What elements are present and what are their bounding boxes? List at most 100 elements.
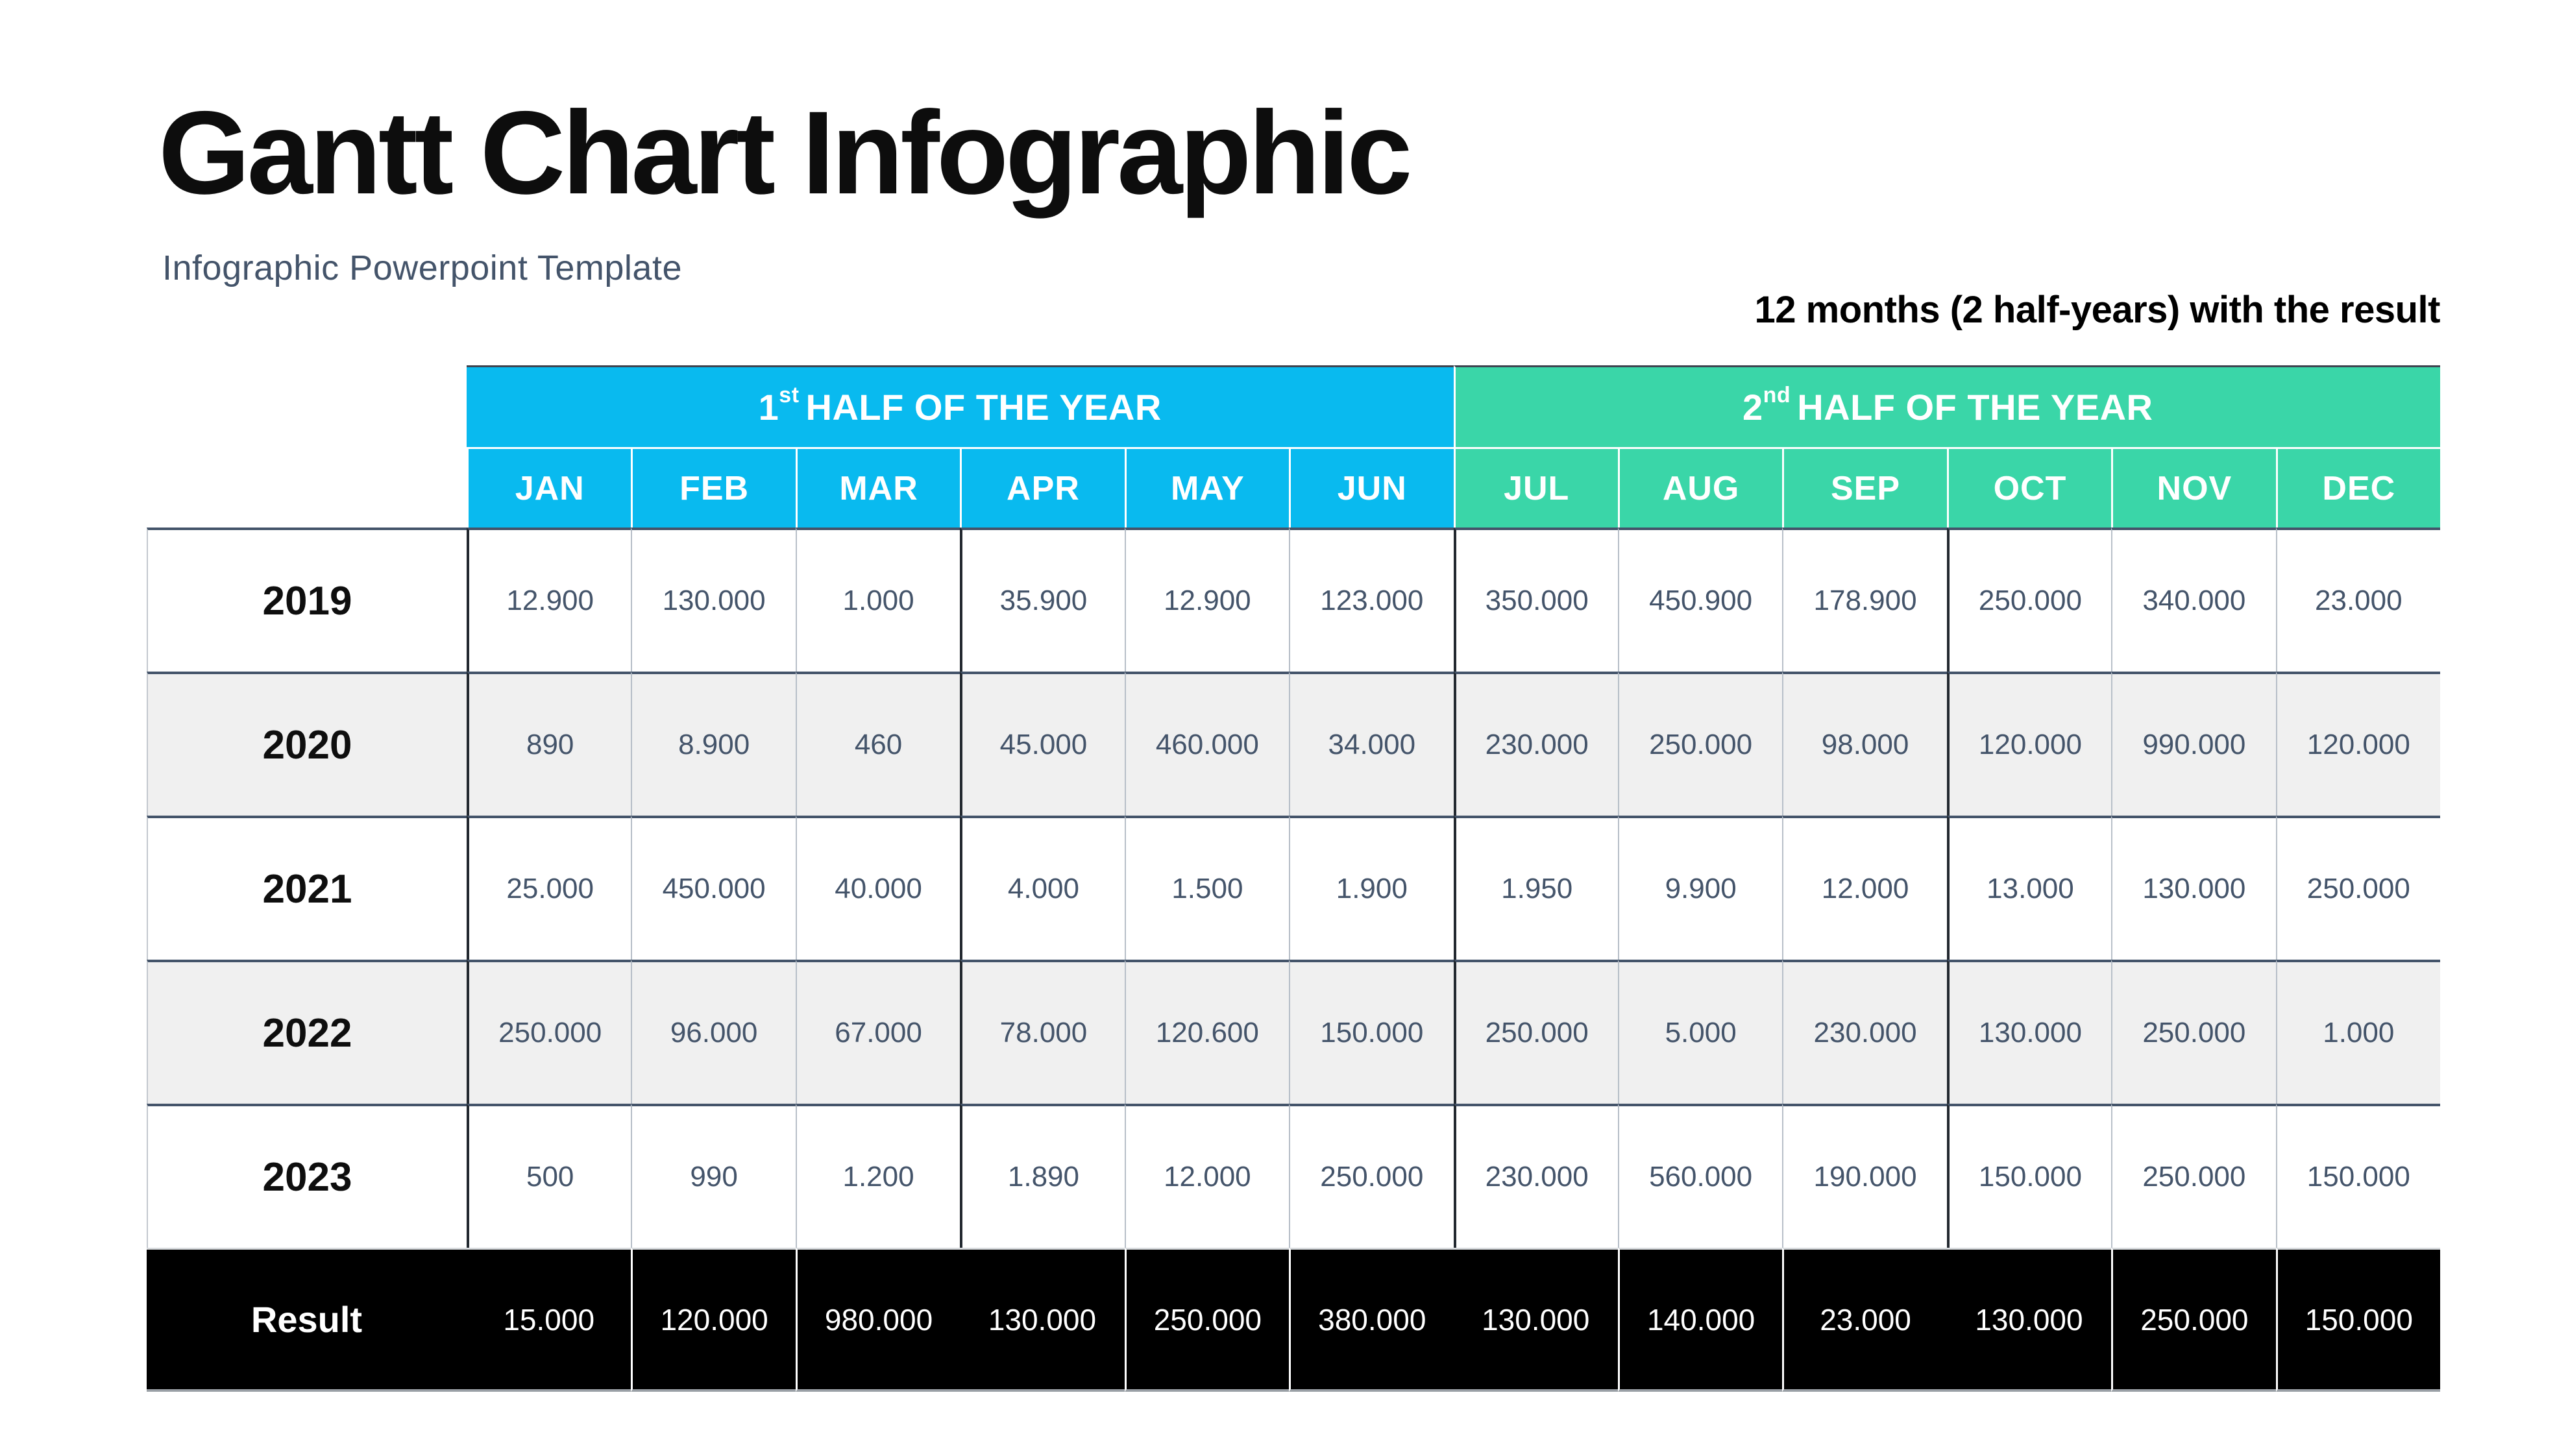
half-ordinal-suffix: st [779, 383, 800, 407]
result-value-cell: 250.000 [2111, 1248, 2276, 1392]
month-header-cell: JUN [1289, 447, 1454, 528]
month-header-cell: OCT [1946, 447, 2112, 528]
value-cell: 1.500 [1124, 816, 1290, 960]
value-cell: 78.000 [960, 960, 1125, 1104]
value-cell: 35.900 [960, 528, 1125, 672]
result-value-cell: 150.000 [2275, 1248, 2440, 1392]
value-cell: 150.000 [2275, 1104, 2440, 1248]
value-cell: 890 [467, 672, 631, 816]
result-value-cell: 130.000 [1946, 1248, 2112, 1392]
half-ordinal: 1 [758, 387, 779, 428]
value-cell: 460 [795, 672, 960, 816]
value-cell: 23.000 [2275, 528, 2440, 672]
value-cell: 230.000 [1782, 960, 1947, 1104]
value-cell: 120.000 [2275, 672, 2440, 816]
result-value-cell: 120.000 [631, 1248, 796, 1392]
month-header-cell: SEP [1782, 447, 1947, 528]
value-cell: 178.900 [1782, 528, 1947, 672]
value-cell: 250.000 [1289, 1104, 1454, 1248]
value-cell: 250.000 [1946, 528, 2112, 672]
value-cell: 150.000 [1946, 1104, 2112, 1248]
value-cell: 25.000 [467, 816, 631, 960]
result-value-cell: 140.000 [1617, 1248, 1783, 1392]
page-subtitle: Infographic Powerpoint Template [162, 249, 682, 287]
value-cell: 96.000 [631, 960, 796, 1104]
half-ordinal-suffix: nd [1763, 383, 1791, 407]
value-cell: 12.000 [1782, 816, 1947, 960]
value-cell: 150.000 [1289, 960, 1454, 1104]
value-cell: 340.000 [2111, 528, 2276, 672]
value-cell: 250.000 [2111, 960, 2276, 1104]
value-cell: 230.000 [1453, 672, 1618, 816]
value-cell: 230.000 [1453, 1104, 1618, 1248]
month-header-cell: JAN [467, 447, 631, 528]
value-cell: 250.000 [467, 960, 631, 1104]
table-caption: 12 months (2 half-years) with the result [1754, 289, 2441, 331]
value-cell: 67.000 [795, 960, 960, 1104]
month-header-cell: APR [960, 447, 1125, 528]
value-cell: 1.950 [1453, 816, 1618, 960]
month-header-cell: MAY [1124, 447, 1290, 528]
result-label-cell: Result [147, 1248, 467, 1392]
year-cell: 2019 [147, 528, 467, 672]
value-cell: 450.000 [631, 816, 796, 960]
value-cell: 130.000 [1946, 960, 2112, 1104]
result-value-cell: 130.000 [960, 1248, 1125, 1392]
month-header-cell: MAR [795, 447, 960, 528]
value-cell: 250.000 [2275, 816, 2440, 960]
value-cell: 350.000 [1453, 528, 1618, 672]
result-value-cell: 130.000 [1453, 1248, 1618, 1392]
value-cell: 45.000 [960, 672, 1125, 816]
month-header-cell: AUG [1617, 447, 1783, 528]
result-value-cell: 23.000 [1782, 1248, 1947, 1392]
value-cell: 250.000 [1617, 672, 1783, 816]
value-cell: 990.000 [2111, 672, 2276, 816]
year-cell: 2021 [147, 816, 467, 960]
value-cell: 250.000 [2111, 1104, 2276, 1248]
value-cell: 12.900 [467, 528, 631, 672]
value-cell: 560.000 [1617, 1104, 1783, 1248]
value-cell: 12.000 [1124, 1104, 1290, 1248]
value-cell: 460.000 [1124, 672, 1290, 816]
value-cell: 1.000 [2275, 960, 2440, 1104]
value-cell: 190.000 [1782, 1104, 1947, 1248]
month-header-cell: JUL [1453, 447, 1618, 528]
result-value-cell: 15.000 [467, 1248, 631, 1392]
month-header-cell: NOV [2111, 447, 2276, 528]
half-label: HALF OF THE YEAR [1797, 387, 2153, 428]
month-header-cell: DEC [2275, 447, 2440, 528]
value-cell: 500 [467, 1104, 631, 1248]
year-cell: 2020 [147, 672, 467, 816]
value-cell: 9.900 [1617, 816, 1783, 960]
table-corner-spacer [147, 365, 467, 528]
value-cell: 1.900 [1289, 816, 1454, 960]
year-cell: 2022 [147, 960, 467, 1104]
result-value-cell: 980.000 [795, 1248, 960, 1392]
half-ordinal: 2 [1742, 387, 1763, 428]
value-cell: 120.000 [1946, 672, 2112, 816]
value-cell: 98.000 [1782, 672, 1947, 816]
value-cell: 40.000 [795, 816, 960, 960]
value-cell: 123.000 [1289, 528, 1454, 672]
value-cell: 5.000 [1617, 960, 1783, 1104]
value-cell: 450.900 [1617, 528, 1783, 672]
result-value-cell: 380.000 [1289, 1248, 1454, 1392]
value-cell: 130.000 [2111, 816, 2276, 960]
value-cell: 1.890 [960, 1104, 1125, 1248]
value-cell: 250.000 [1453, 960, 1618, 1104]
value-cell: 1.200 [795, 1104, 960, 1248]
result-value-cell: 250.000 [1124, 1248, 1290, 1392]
value-cell: 8.900 [631, 672, 796, 816]
value-cell: 120.600 [1124, 960, 1290, 1104]
value-cell: 990 [631, 1104, 796, 1248]
value-cell: 13.000 [1946, 816, 2112, 960]
value-cell: 34.000 [1289, 672, 1454, 816]
half-label: HALF OF THE YEAR [805, 387, 1162, 428]
month-header-cell: FEB [631, 447, 796, 528]
value-cell: 130.000 [631, 528, 796, 672]
page-title: Gantt Chart Infographic [158, 86, 1412, 219]
